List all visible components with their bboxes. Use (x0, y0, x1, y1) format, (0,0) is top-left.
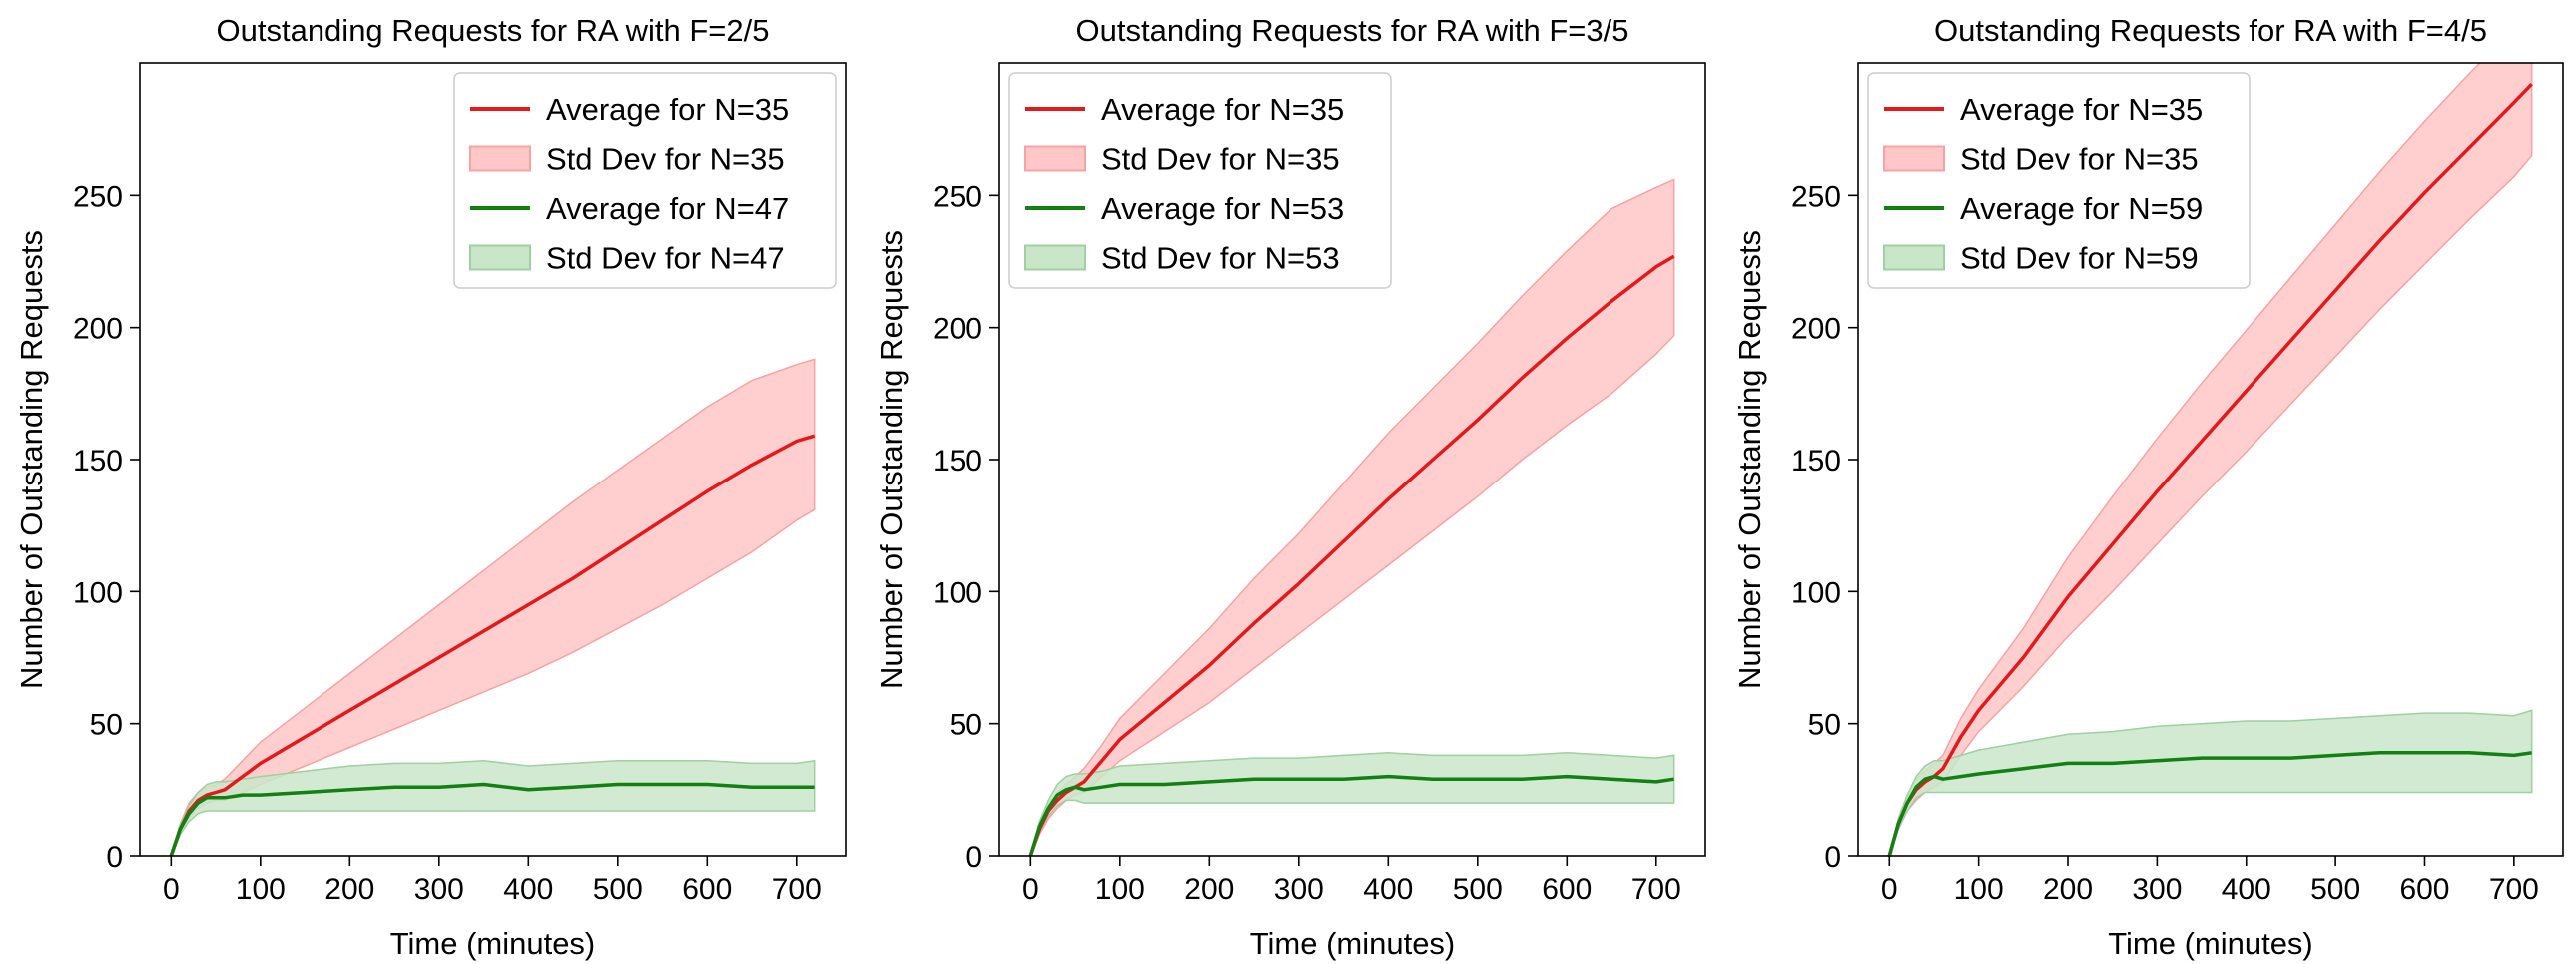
y-tick-label: 100 (73, 576, 123, 609)
x-axis-label: Time (minutes) (390, 926, 596, 961)
x-tick-label: 500 (1453, 873, 1503, 906)
chart-title: Outstanding Requests for RA with F=3/5 (1076, 13, 1629, 48)
legend-entry-label: Average for N=35 (1101, 92, 1344, 127)
y-tick-label: 0 (966, 841, 982, 874)
legend-swatch-patch (1883, 244, 1945, 271)
x-tick-label: 300 (2132, 873, 2182, 906)
y-axis-label: Number of Outstanding Requests (874, 230, 909, 689)
legend-box (1867, 72, 2251, 289)
legend-swatch-patch (1883, 145, 1945, 172)
y-tick-label: 150 (1791, 445, 1841, 478)
x-tick-label: 400 (1363, 873, 1413, 906)
chart-panel-2: 0 100 200 300 400 500 600 700 0 50 100 150 200 250 Out… (874, 13, 1706, 961)
legend-entry-label: Std Dev for N=53 (1101, 241, 1340, 276)
avg-line-series-2 (1028, 774, 1674, 856)
y-tick-label: 50 (950, 709, 982, 742)
y-tick-label: 250 (933, 180, 982, 213)
chart-panel-3: 0 100 200 300 400 500 600 700 0 50 100 150 200 250 Out… (1732, 13, 2564, 961)
x-tick-label: 400 (2222, 873, 2271, 906)
x-tick-label: 700 (772, 873, 822, 906)
legend-entry-label: Average for N=53 (1101, 191, 1344, 226)
x-axis-label: Time (minutes) (1250, 926, 1456, 961)
y-tick-label: 0 (1824, 841, 1841, 874)
y-tick-label: 250 (73, 180, 123, 213)
x-tick-label: 500 (2310, 873, 2360, 906)
y-tick-label: 150 (73, 445, 123, 478)
y-tick-label: 0 (106, 841, 123, 874)
x-tick-label: 600 (2399, 873, 2449, 906)
x-tick-label: 200 (324, 873, 374, 906)
avg-line-series-2 (169, 782, 815, 856)
x-tick-label: 600 (1542, 873, 1592, 906)
legend-entry-label: Average for N=59 (1960, 191, 2203, 226)
legend-box (1008, 72, 1392, 289)
y-axis-label: Number of Outstanding Requests (1732, 230, 1767, 689)
legend-entry-label: Average for N=35 (546, 92, 789, 127)
x-tick-label: 700 (2489, 873, 2539, 906)
x-tick-label: 100 (1954, 873, 2004, 906)
x-tick-label: 0 (163, 873, 180, 906)
x-axis-label: Time (minutes) (2108, 926, 2313, 961)
avg-line-series-1 (1887, 82, 2533, 856)
x-tick-label: 0 (1881, 873, 1898, 906)
x-tick-label: 500 (593, 873, 643, 906)
y-axis-label: Number of Outstanding Requests (14, 230, 49, 689)
y-tick-label: 100 (933, 576, 982, 609)
legend: Average for N=35 Std Dev for N=35 Average … (453, 72, 837, 289)
y-tick-label: 100 (1791, 576, 1841, 609)
legend-entry-label: Std Dev for N=47 (546, 241, 785, 276)
y-tick-label: 50 (1808, 709, 1841, 742)
chart-panel-1: 0 100 200 300 400 500 600 700 0 50 100 150 200 250 Out… (14, 13, 847, 961)
legend: Average for N=35 Std Dev for N=35 Average … (1008, 72, 1392, 289)
plot-area (1887, 63, 2533, 856)
legend-entry-label: Std Dev for N=35 (546, 142, 785, 177)
x-tick-label: 100 (236, 873, 286, 906)
x-tick-label: 100 (1095, 873, 1145, 906)
y-tick-label: 50 (90, 709, 123, 742)
legend-entry-label: Std Dev for N=35 (1101, 142, 1340, 177)
x-tick-label: 400 (503, 873, 553, 906)
legend-swatch-patch (1024, 244, 1086, 271)
std-band-series-1 (1888, 63, 2533, 856)
std-band-series-2 (1888, 709, 2533, 856)
y-tick-label: 200 (933, 313, 982, 346)
y-tick-label: 200 (73, 313, 123, 346)
plot-area (169, 358, 816, 856)
plot-area (1028, 178, 1675, 856)
avg-line-series-2 (1887, 751, 2532, 856)
x-tick-label: 0 (1022, 873, 1039, 906)
chart-title: Outstanding Requests for RA with F=4/5 (1934, 13, 2487, 48)
legend-entry-label: Average for N=35 (1960, 92, 2203, 127)
legend-entry-label: Std Dev for N=59 (1960, 241, 2199, 276)
x-tick-label: 700 (1631, 873, 1681, 906)
legend-entry-label: Average for N=47 (546, 191, 789, 226)
legend: Average for N=35 Std Dev for N=35 Average … (1867, 72, 2251, 289)
legend-swatch-patch (469, 145, 531, 172)
avg-line-series-1 (169, 434, 816, 856)
avg-line-series-1 (1028, 254, 1675, 856)
legend-box (453, 72, 837, 289)
legend-swatch-patch (1024, 145, 1086, 172)
y-tick-label: 200 (1791, 313, 1841, 346)
y-tick-label: 150 (933, 445, 982, 478)
x-tick-label: 300 (1274, 873, 1324, 906)
y-tick-label: 250 (1791, 180, 1841, 213)
chart-title: Outstanding Requests for RA with F=2/5 (217, 13, 770, 48)
legend-entry-label: Std Dev for N=35 (1960, 142, 2199, 177)
legend-swatch-patch (469, 244, 531, 271)
std-band-series-2 (1029, 752, 1675, 856)
x-tick-label: 200 (1184, 873, 1234, 906)
x-tick-label: 200 (2043, 873, 2093, 906)
x-tick-label: 600 (682, 873, 732, 906)
x-tick-label: 300 (414, 873, 464, 906)
